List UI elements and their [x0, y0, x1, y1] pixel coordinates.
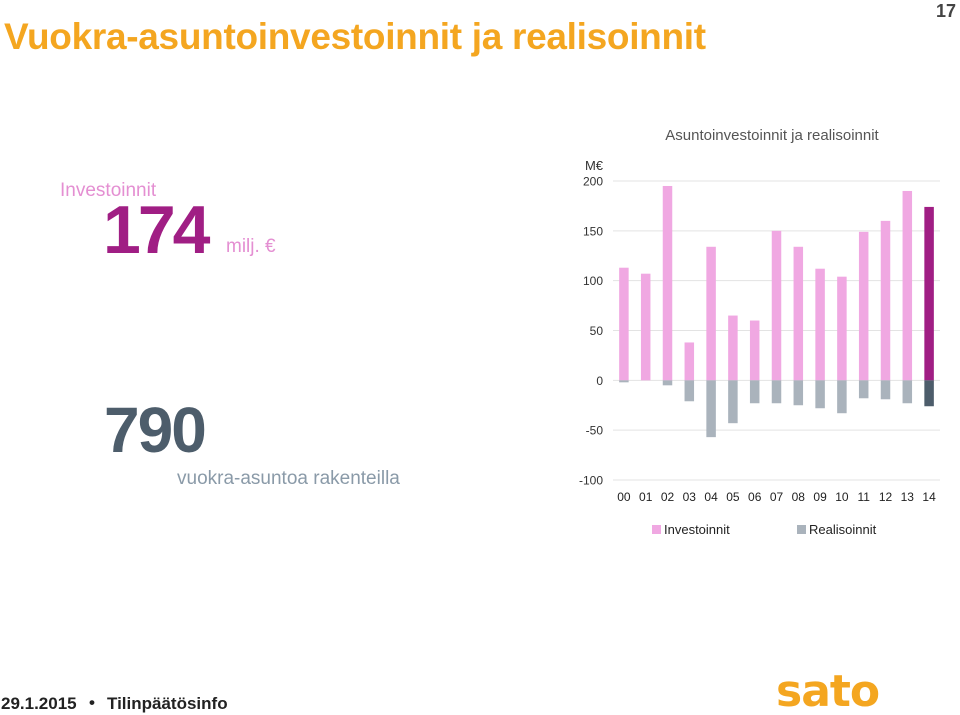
y-tick-label: 50 [590, 324, 604, 338]
investments-value: 174 [103, 192, 210, 268]
bar-investoinnit-05 [728, 315, 738, 381]
bar-investoinnit-00 [619, 267, 629, 381]
x-tick-label: 03 [683, 490, 697, 504]
legend-label-realisoinnit: Realisoinnit [809, 522, 877, 537]
x-axis-ticks: 00 01 02 03 04 05 06 07 08 09 10 11 12 13 14 [617, 490, 936, 504]
legend-label-investoinnit: Investoinnit [664, 522, 730, 537]
x-tick-label: 11 [857, 490, 870, 504]
y-tick-label: 200 [583, 175, 603, 189]
bar-investoinnit-01 [640, 273, 651, 381]
bar-realisoinnit-10 [837, 380, 847, 414]
bar-realisoinnit-02 [662, 380, 673, 386]
chart-unit-label: M€ [585, 158, 604, 173]
footer-date: 29.1.2015 [1, 694, 77, 713]
y-tick-label: 0 [596, 374, 603, 388]
bar-investoinnit-09 [815, 268, 825, 381]
bar-investoinnit-04 [706, 246, 716, 381]
x-tick-label: 09 [813, 490, 827, 504]
x-tick-label: 08 [792, 490, 806, 504]
investments-unit: milj. € [226, 236, 276, 257]
bar-investoinnit-10 [837, 276, 847, 381]
bar-realisoinnit-12 [880, 380, 891, 400]
x-tick-label: 10 [835, 490, 849, 504]
sato-logo: sato [776, 670, 880, 712]
bar-investoinnit-03 [684, 342, 695, 381]
homes-under-construction-label: vuokra-asuntoa rakenteilla [177, 468, 400, 489]
bar-realisoinnit-05 [728, 380, 738, 424]
y-axis-ticks: 200 150 100 50 0 -50 -100 [579, 175, 603, 488]
bar-realisoinnit-06 [749, 380, 760, 404]
bar-investoinnit-07 [771, 230, 782, 381]
page-number: 17 [936, 1, 957, 21]
bar-investoinnit-13 [902, 190, 913, 381]
bar-realisoinnit-14 [924, 380, 934, 407]
bar-investoinnit-11 [858, 231, 869, 381]
x-tick-label: 01 [639, 490, 653, 504]
x-tick-label: 00 [617, 490, 631, 504]
bar-realisoinnit-11 [858, 380, 869, 399]
legend-swatch-realisoinnit [797, 525, 806, 534]
bar-investoinnit-06 [749, 320, 760, 381]
bar-investoinnit-12 [880, 220, 891, 381]
x-tick-label: 02 [661, 490, 675, 504]
bar-realisoinnit-03 [684, 380, 695, 402]
legend: Investoinnit Realisoinnit [652, 522, 877, 537]
bars [619, 185, 934, 438]
x-tick-label: 14 [922, 490, 936, 504]
legend-swatch-investoinnit [652, 525, 661, 534]
bar-realisoinnit-13 [902, 380, 913, 404]
y-tick-label: 150 [583, 224, 603, 238]
footer-separator: • [89, 693, 95, 712]
x-tick-label: 07 [770, 490, 784, 504]
bar-investoinnit-02 [662, 185, 673, 381]
investments-label: Investoinnit [60, 180, 157, 201]
bar-realisoinnit-09 [815, 380, 825, 409]
x-tick-label: 13 [901, 490, 915, 504]
bar-realisoinnit-07 [771, 380, 782, 404]
bar-realisoinnit-00 [619, 380, 629, 383]
logo-text: sato [776, 670, 879, 712]
homes-under-construction-value: 790 [104, 394, 207, 466]
y-tick-label: -50 [586, 424, 604, 438]
footer-title: Tilinpäätösinfo [107, 694, 228, 713]
investments-chart: Asuntoinvestoinnit ja realisoinnit M€ 20… [579, 127, 940, 537]
bar-realisoinnit-08 [793, 380, 804, 406]
x-tick-label: 12 [879, 490, 893, 504]
x-tick-label: 04 [704, 490, 718, 504]
x-tick-label: 06 [748, 490, 762, 504]
bar-investoinnit-08 [793, 246, 804, 381]
x-tick-label: 05 [726, 490, 740, 504]
bar-investoinnit-14 [924, 206, 934, 381]
slide-title: Vuokra-asuntoinvestoinnit ja realisoinni… [4, 16, 706, 57]
bar-realisoinnit-04 [706, 380, 716, 438]
chart-title: Asuntoinvestoinnit ja realisoinnit [665, 127, 879, 144]
y-tick-label: -100 [579, 474, 603, 488]
y-tick-label: 100 [583, 274, 603, 288]
